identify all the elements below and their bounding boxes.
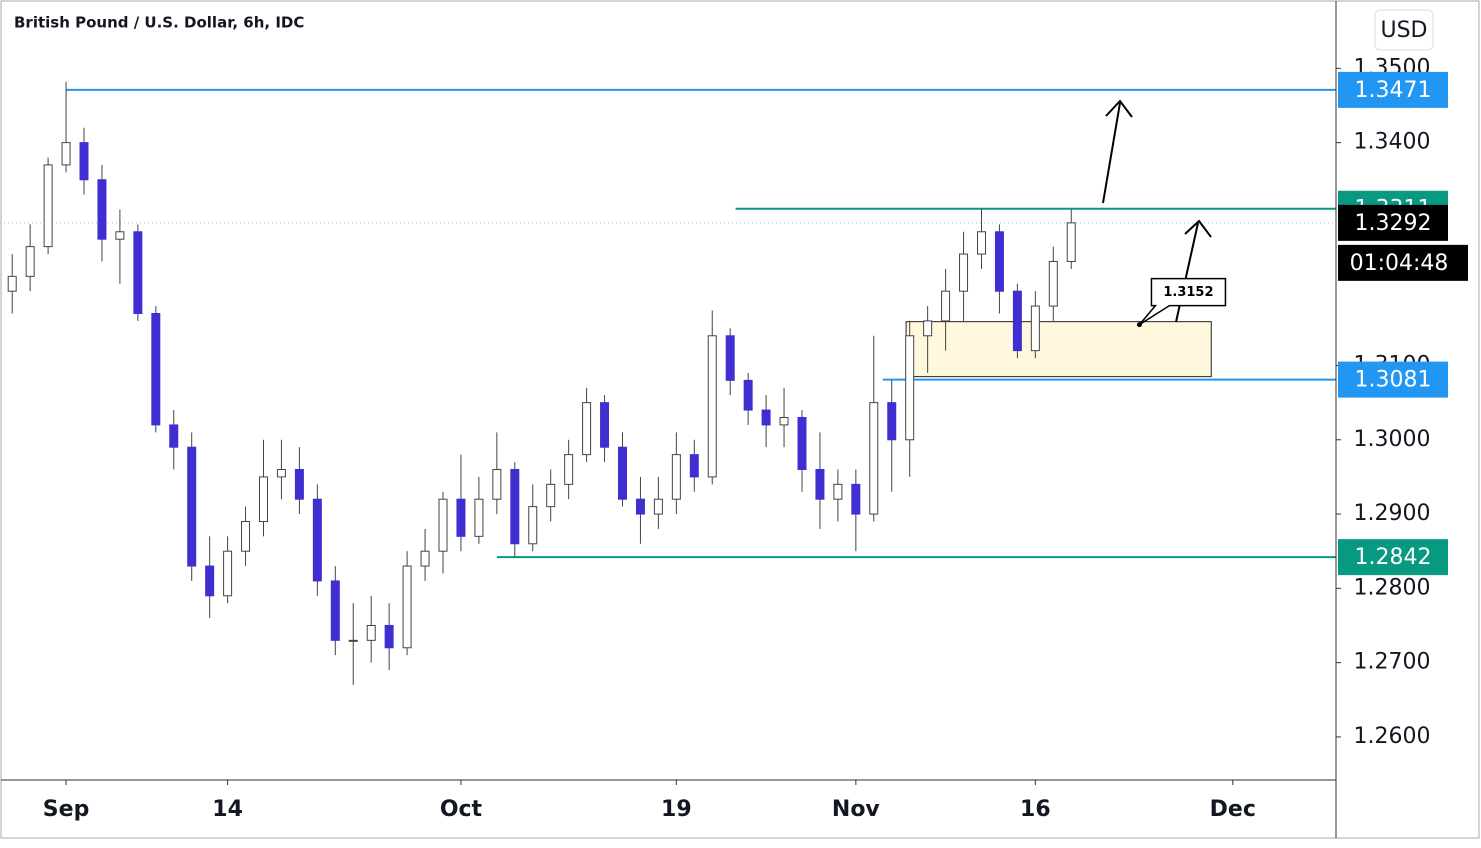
candle-body: [743, 379, 753, 411]
level-tag: 1.3471: [1355, 78, 1432, 103]
y-tick-label: 1.3000: [1354, 427, 1431, 452]
candle-body: [348, 639, 358, 642]
candle-body: [420, 550, 430, 567]
y-tick-label: 1.2800: [1354, 575, 1431, 600]
candle-body: [259, 476, 269, 522]
candle-body: [833, 483, 843, 500]
candle-body: [653, 498, 663, 515]
level-tag: 1.2842: [1355, 545, 1432, 570]
candle-body: [564, 454, 574, 485]
level-tag: 1.3081: [1355, 368, 1432, 393]
candle-body: [617, 446, 627, 500]
countdown: 01:04:48: [1350, 251, 1449, 276]
x-tick-label: Sep: [43, 797, 90, 822]
y-tick-label: 1.2900: [1354, 501, 1431, 526]
candle-body: [223, 550, 233, 597]
x-tick-label: 14: [212, 797, 243, 822]
x-tick-label: Oct: [440, 797, 483, 822]
candle-body: [994, 231, 1004, 292]
candle-body: [492, 468, 502, 500]
candle-body: [79, 142, 89, 181]
candle-body: [779, 416, 789, 426]
candle-body: [1012, 290, 1022, 352]
candle-body: [384, 624, 394, 649]
candle-body: [43, 164, 53, 248]
candle-body: [7, 275, 17, 292]
candle-body: [528, 506, 538, 545]
level-tag-bg: [1338, 539, 1448, 576]
candle-body: [546, 483, 556, 508]
candle-body: [851, 483, 861, 515]
candle-body: [887, 402, 897, 441]
chart-title: British Pound / U.S. Dollar, 6h, IDC: [14, 14, 304, 32]
candle-body: [1030, 305, 1040, 352]
candle-body: [438, 498, 448, 552]
candle-body: [294, 468, 304, 500]
candle-body: [959, 253, 969, 292]
candle-body: [169, 424, 179, 448]
candle-body: [61, 142, 71, 166]
countdown-bg: [1338, 244, 1468, 281]
candle-body: [510, 468, 520, 545]
candle-body: [330, 580, 340, 641]
candle-body: [133, 231, 143, 314]
candle-body: [941, 290, 951, 322]
candle-body: [923, 320, 933, 337]
candle-body: [97, 179, 107, 240]
x-tick-label: Nov: [832, 797, 881, 822]
x-tick-label: 16: [1020, 797, 1051, 822]
candle-body: [151, 312, 161, 426]
currency-label[interactable]: USD: [1380, 18, 1427, 43]
candle-body: [635, 498, 645, 515]
y-tick-label: 1.2700: [1354, 650, 1431, 675]
arrow: [1102, 102, 1121, 204]
arrow-head: [1105, 99, 1133, 118]
candle-body: [582, 402, 592, 456]
candle-body: [761, 409, 771, 426]
level-tag-bg: [1338, 361, 1448, 398]
candle-body: [707, 335, 717, 478]
candle-body: [869, 402, 879, 515]
zone: [905, 321, 1212, 378]
x-tick-label: 19: [661, 797, 692, 822]
candle-body: [671, 454, 681, 500]
candle-body: [187, 446, 197, 567]
y-tick-label: 1.2600: [1354, 724, 1431, 749]
callout-box: [1138, 277, 1227, 326]
candle-body: [366, 624, 376, 641]
level-tag-bg: [1338, 71, 1448, 108]
candle-body: [276, 468, 286, 478]
candle-body: [312, 498, 322, 582]
currency-button[interactable]: [1374, 9, 1434, 51]
callout-label: 1.3152: [1163, 285, 1213, 300]
candle-body: [402, 565, 412, 649]
candle-body: [241, 520, 251, 552]
candle-body: [1048, 260, 1058, 307]
candle-body: [815, 468, 825, 500]
plot-area: [0, 81, 1336, 685]
arrow-head: [1184, 219, 1212, 238]
candle-body: [25, 246, 35, 277]
x-tick-label: Dec: [1210, 797, 1256, 822]
candle-body: [725, 335, 735, 381]
candle-body: [474, 498, 484, 537]
candle-body: [456, 498, 466, 537]
candle-body: [797, 416, 807, 470]
candle-body: [689, 454, 699, 478]
last-price-tag: 1.3292: [1355, 211, 1432, 236]
candle-body: [115, 231, 125, 240]
candle-body: [1066, 222, 1076, 262]
candle-body: [976, 231, 986, 255]
last-price-tag-bg: [1338, 204, 1448, 241]
y-tick-label: 1.3400: [1354, 130, 1431, 155]
candle-body: [905, 335, 915, 441]
candle-body: [205, 565, 215, 597]
candle-body: [600, 402, 610, 448]
